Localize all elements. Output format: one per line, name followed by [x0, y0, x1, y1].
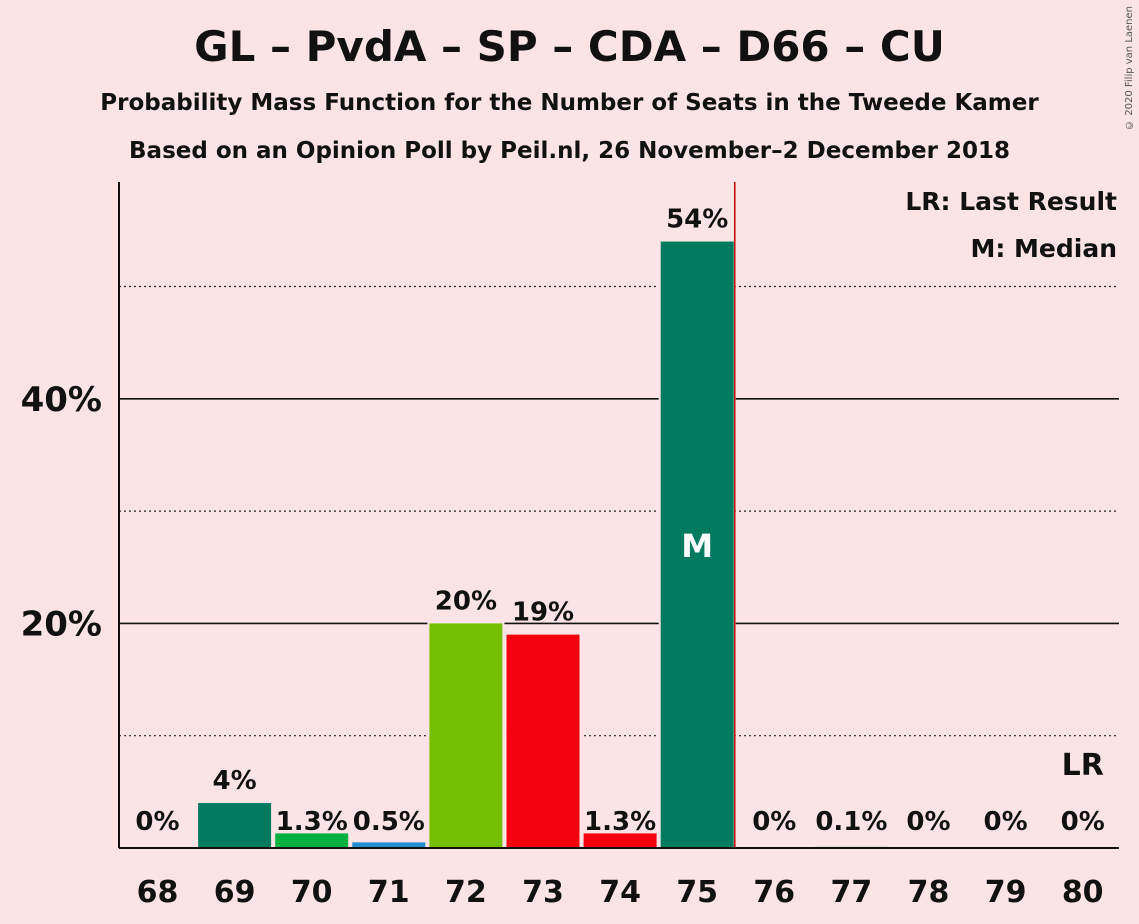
- chart-subtitle-source: Based on an Opinion Poll by Peil.nl, 26 …: [129, 138, 1010, 164]
- y-tick-label-40: 40%: [21, 380, 102, 420]
- data-label-75: 54%: [666, 205, 728, 235]
- bar-70: [275, 833, 349, 848]
- x-tick-label-74: 74: [599, 875, 641, 910]
- x-tick-label-77: 77: [831, 875, 873, 910]
- last-result-marker: LR: [1062, 748, 1104, 783]
- data-label-79: 0%: [984, 807, 1028, 837]
- data-label-78: 0%: [906, 807, 950, 837]
- data-label-70: 1.3%: [276, 807, 348, 837]
- data-label-69: 4%: [213, 766, 257, 796]
- x-tick-label-80: 80: [1062, 875, 1104, 910]
- x-tick-label-72: 72: [445, 875, 487, 910]
- chart-subtitle: Probability Mass Function for the Number…: [100, 90, 1039, 116]
- bar-72: [429, 623, 503, 848]
- bar-75: [660, 241, 734, 848]
- legend-median: M: Median: [970, 234, 1117, 263]
- bar-gap-77: [812, 844, 890, 848]
- x-tick-label-68: 68: [137, 875, 179, 910]
- legend-last-result: LR: Last Result: [905, 187, 1117, 216]
- x-tick-label-78: 78: [908, 875, 950, 910]
- chart-title: GL – PvdA – SP – CDA – D66 – CU: [194, 22, 945, 71]
- bar-69: [198, 803, 272, 848]
- y-tick-label-20: 20%: [21, 604, 102, 644]
- data-label-73: 19%: [512, 598, 574, 628]
- x-tick-label-76: 76: [753, 875, 795, 910]
- x-tick-label-73: 73: [522, 875, 564, 910]
- x-tick-label-70: 70: [291, 875, 333, 910]
- bar-73: [506, 634, 580, 848]
- bar-74: [583, 833, 657, 848]
- data-label-72: 20%: [435, 586, 497, 616]
- data-label-68: 0%: [135, 807, 179, 837]
- median-marker: M: [681, 527, 713, 565]
- x-tick-label-79: 79: [985, 875, 1027, 910]
- x-tick-label-71: 71: [368, 875, 410, 910]
- data-label-80: 0%: [1061, 807, 1105, 837]
- data-label-77: 0.1%: [815, 807, 887, 837]
- x-tick-label-75: 75: [676, 875, 718, 910]
- data-label-71: 0.5%: [353, 807, 425, 837]
- bar-71: [352, 842, 426, 848]
- x-tick-label-69: 69: [214, 875, 256, 910]
- data-label-76: 0%: [752, 807, 796, 837]
- data-label-74: 1.3%: [584, 807, 656, 837]
